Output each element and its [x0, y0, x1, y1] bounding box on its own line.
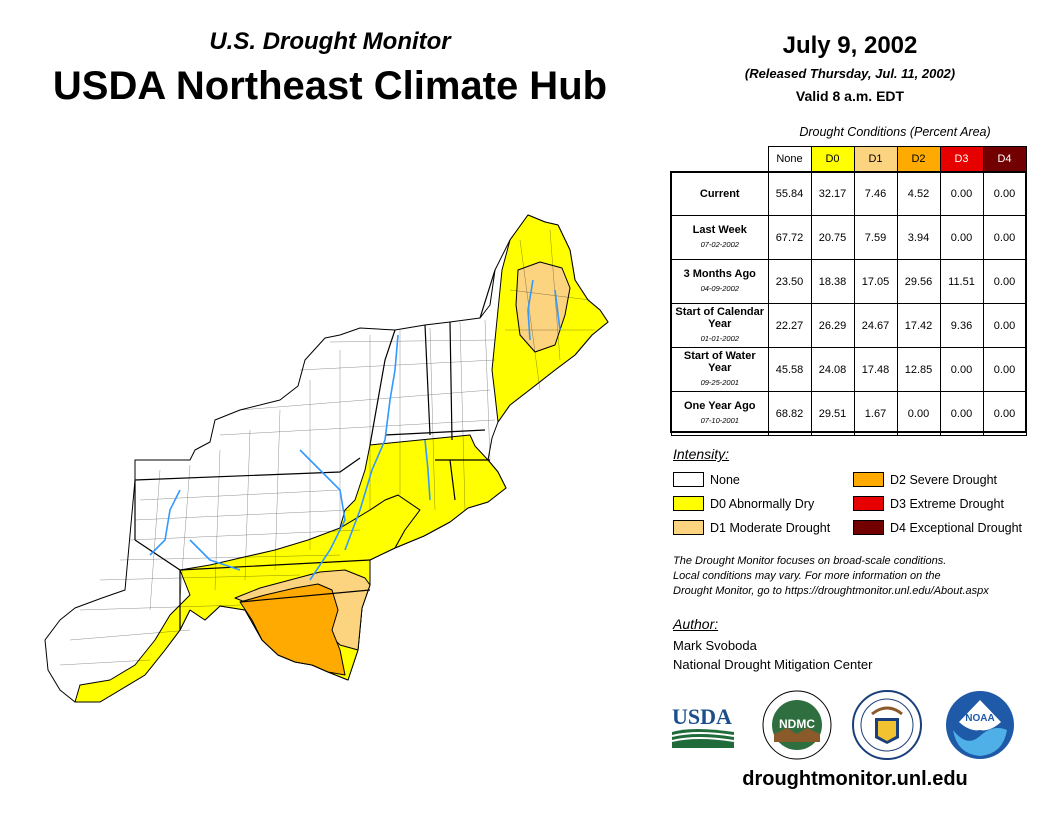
- legend-swatch-d4: [853, 520, 884, 535]
- valid-time: Valid 8 a.m. EDT: [795, 88, 905, 104]
- cell-none: 67.72: [767, 215, 812, 260]
- cell-d4: 0.00: [982, 303, 1027, 348]
- footer-url[interactable]: droughtmonitor.unl.edu: [742, 768, 968, 790]
- cell-d1: 17.48: [853, 347, 898, 392]
- legend-item-d4: D4 Exceptional Drought: [853, 520, 1022, 535]
- cell-none: 68.82: [767, 391, 812, 436]
- ndmc-logo: NDMC: [762, 690, 832, 760]
- legend-title: Intensity:: [673, 446, 730, 462]
- cell-d3: 0.00: [939, 215, 984, 260]
- d2-chesapeake: [239, 583, 346, 676]
- table-row: One Year Ago 07-10-2001 68.82 29.51 1.67 0.00…: [671, 391, 1027, 436]
- svg-text:NDMC: NDMC: [779, 717, 815, 731]
- row-label: One Year Ago 07-10-2001: [671, 391, 769, 436]
- cell-d3: 9.36: [939, 303, 984, 348]
- cell-d0: 24.08: [810, 347, 855, 392]
- legend-item-d2: D2 Severe Drought: [853, 472, 997, 487]
- cell-d4: 0.00: [982, 171, 1027, 216]
- rivers: [149, 279, 561, 581]
- drought-map: [44, 214, 609, 703]
- col-header-d3: D3: [939, 146, 984, 172]
- row-label: Start of Calendar Year 01-01-2002: [671, 303, 769, 348]
- col-header-d4: D4: [982, 146, 1027, 172]
- cell-d2: 0.00: [896, 391, 941, 436]
- usda-logo: USDA: [672, 704, 735, 748]
- table-row: Last Week 07-02-2002 67.72 20.75 7.59 3.94 0.0…: [671, 215, 1027, 260]
- cell-d1: 7.59: [853, 215, 898, 260]
- cell-d4: 0.00: [982, 215, 1027, 260]
- row-label: Current: [671, 171, 769, 216]
- legend-swatch-d1: [673, 520, 704, 535]
- author-name: Mark Svoboda: [673, 638, 757, 653]
- svg-text:USDA: USDA: [672, 704, 732, 729]
- release-date: (Released Thursday, Jul. 11, 2002): [744, 66, 956, 81]
- cell-d1: 7.46: [853, 171, 898, 216]
- col-header-none: None: [767, 146, 812, 172]
- cell-d3: 0.00: [939, 171, 984, 216]
- col-header-d0: D0: [810, 146, 855, 172]
- legend-item-d0: D0 Abnormally Dry: [673, 496, 814, 511]
- cell-d2: 17.42: [896, 303, 941, 348]
- table-caption: Drought Conditions (Percent Area): [799, 125, 991, 139]
- noaa-logo: NOAA: [946, 691, 1014, 759]
- cell-d2: 4.52: [896, 171, 941, 216]
- legend-item-d1: D1 Moderate Drought: [673, 520, 830, 535]
- drought-stats-table: None D0 D1 D2 D3 D4 Current 55.84 32.17 7.4…: [671, 146, 1027, 436]
- commerce-seal: [852, 690, 922, 760]
- cell-d3: 11.51: [939, 259, 984, 304]
- county-boundaries: [59, 229, 595, 666]
- cell-d1: 24.67: [853, 303, 898, 348]
- disclaimer-note: The Drought Monitor focuses on broad-sca…: [673, 555, 989, 597]
- map-subtitle: U.S. Drought Monitor: [209, 28, 451, 55]
- cell-d4: 0.00: [982, 347, 1027, 392]
- cell-d0: 32.17: [810, 171, 855, 216]
- row-label: Start of Water Year 09-25-2001: [671, 347, 769, 392]
- northeast-region: [44, 214, 609, 703]
- legend-swatch-d2: [853, 472, 884, 487]
- map-date: July 9, 2002: [782, 32, 918, 59]
- table-row: Start of Calendar Year 01-01-2002 22.27 26.…: [671, 303, 1027, 348]
- cell-none: 22.27: [767, 303, 812, 348]
- legend-swatch-d0: [673, 496, 704, 511]
- cell-d1: 1.67: [853, 391, 898, 436]
- cell-d0: 26.29: [810, 303, 855, 348]
- legend-item-d3: D3 Extreme Drought: [853, 496, 1004, 511]
- map-title: USDA Northeast Climate Hub: [52, 64, 608, 108]
- legend-item-none: None: [673, 472, 740, 487]
- table-header-row: None D0 D1 D2 D3 D4: [672, 146, 1027, 172]
- legend-swatch-d3: [853, 496, 884, 511]
- legend-swatch-none: [673, 472, 704, 487]
- cell-d4: 0.00: [982, 259, 1027, 304]
- author-heading: Author:: [673, 616, 719, 632]
- cell-none: 45.58: [767, 347, 812, 392]
- row-label: 3 Months Ago 04-09-2002: [671, 259, 769, 304]
- cell-d3: 0.00: [939, 391, 984, 436]
- cell-none: 23.50: [767, 259, 812, 304]
- cell-d2: 3.94: [896, 215, 941, 260]
- cell-d4: 0.00: [982, 391, 1027, 436]
- state-boundaries: [134, 269, 496, 630]
- table-row: Start of Water Year 09-25-2001 45.58 24.08 1…: [671, 347, 1027, 392]
- cell-none: 55.84: [767, 171, 812, 216]
- cell-d0: 20.75: [810, 215, 855, 260]
- table-row: Current 55.84 32.17 7.46 4.52 0.00 0.00: [671, 171, 1027, 216]
- cell-d2: 29.56: [896, 259, 941, 304]
- row-label: Last Week 07-02-2002: [671, 215, 769, 260]
- cell-d1: 17.05: [853, 259, 898, 304]
- svg-text:NOAA: NOAA: [965, 713, 994, 724]
- col-header-d1: D1: [853, 146, 898, 172]
- col-header-d2: D2: [896, 146, 941, 172]
- cell-d0: 18.38: [810, 259, 855, 304]
- author-organization: National Drought Mitigation Center: [673, 657, 873, 672]
- table-row: 3 Months Ago 04-09-2002 23.50 18.38 17.05 29.…: [671, 259, 1027, 304]
- cell-d0: 29.51: [810, 391, 855, 436]
- cell-d3: 0.00: [939, 347, 984, 392]
- d0-central: [339, 434, 507, 549]
- cell-d2: 12.85: [896, 347, 941, 392]
